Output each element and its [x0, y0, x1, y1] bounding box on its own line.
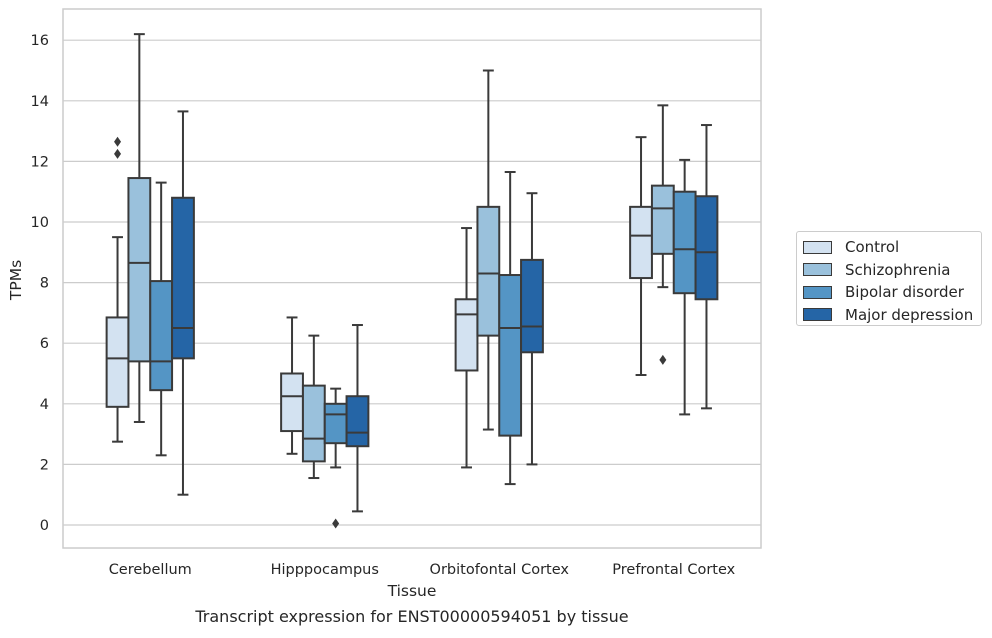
- box-iqr: [520, 258, 544, 354]
- box-schizophrenia-0: [127, 33, 152, 423]
- box-bipolar-disorder-3: [672, 158, 697, 416]
- y-tick-labels: 0 2 4 6 8 10 12 14 16: [31, 33, 49, 534]
- plot-frame: [62, 8, 762, 549]
- box-iqr: [694, 195, 719, 301]
- box-iqr: [476, 205, 501, 337]
- box-bipolar-disorder-2: [498, 171, 523, 486]
- box-iqr: [280, 372, 304, 433]
- box-iqr: [650, 184, 675, 255]
- legend-item: Schizophrenia: [803, 259, 981, 282]
- box-iqr: [454, 298, 479, 372]
- y-tick-label: 14: [31, 94, 49, 110]
- legend: Control Schizophrenia Bipolar disorder Majo…: [796, 231, 982, 326]
- x-axis-label: Tissue: [387, 582, 437, 600]
- box-bipolar-disorder-0: [149, 181, 174, 457]
- box-bipolar-disorder-1: [323, 387, 348, 529]
- legend-item: Major depression: [803, 304, 981, 327]
- box-major-depression-3: [694, 124, 719, 410]
- box-iqr: [629, 205, 653, 280]
- legend-item: Control: [803, 236, 981, 259]
- box-iqr: [672, 190, 697, 295]
- x-tick-labels: Cerebellum Hipppocampus Orbitofontal Corte…: [109, 562, 736, 578]
- outlier-point: [114, 148, 122, 159]
- box-iqr: [301, 384, 326, 463]
- box-major-depression-1: [345, 324, 370, 513]
- box-iqr: [149, 280, 174, 392]
- y-axis-label: TPMs: [7, 260, 25, 301]
- legend-label: Control: [845, 238, 900, 257]
- legend-label: Bipolar disorder: [845, 283, 964, 302]
- outlier-point: [114, 136, 122, 147]
- box-control-0: [105, 136, 130, 443]
- x-tick-label: Orbitofontal Cortex: [430, 562, 570, 578]
- box-schizophrenia-2: [476, 69, 501, 431]
- legend-label: Major depression: [845, 305, 974, 324]
- y-tick-label: 2: [40, 457, 49, 473]
- box-schizophrenia-1: [301, 334, 326, 480]
- legend-swatch: [803, 240, 832, 254]
- box-schizophrenia-3: [650, 104, 675, 365]
- outlier-point: [659, 354, 667, 365]
- y-tick-label: 6: [40, 336, 49, 352]
- box-major-depression-0: [171, 110, 195, 496]
- legend-item: Bipolar disorder: [803, 281, 981, 304]
- legend-label: Schizophrenia: [845, 260, 951, 279]
- y-tick-label: 8: [40, 276, 49, 292]
- y-tick-label: 0: [40, 518, 49, 534]
- y-tick-label: 12: [31, 154, 49, 170]
- box-control-2: [454, 227, 479, 469]
- x-tick-label: Prefrontal Cortex: [612, 562, 735, 578]
- box-major-depression-2: [520, 192, 544, 466]
- box-iqr: [345, 395, 370, 448]
- y-tick-label: 16: [31, 33, 49, 49]
- x-tick-label: Cerebellum: [109, 562, 192, 578]
- box-control-3: [629, 136, 653, 377]
- box-iqr: [323, 402, 348, 445]
- y-tick-label: 4: [40, 397, 49, 413]
- legend-swatch: [803, 263, 832, 277]
- legend-swatch: [803, 308, 832, 322]
- boxes-layer: [105, 33, 719, 529]
- y-tick-label: 10: [31, 215, 49, 231]
- chart-title: Transcript expression for ENST0000059405…: [194, 607, 628, 626]
- box-iqr: [105, 316, 130, 408]
- box-control-1: [280, 316, 304, 455]
- legend-swatch: [803, 285, 832, 299]
- outlier-point: [332, 518, 340, 529]
- box-iqr: [498, 274, 523, 437]
- box-iqr: [127, 177, 152, 363]
- x-tick-label: Hipppocampus: [271, 562, 379, 578]
- box-iqr: [171, 196, 195, 360]
